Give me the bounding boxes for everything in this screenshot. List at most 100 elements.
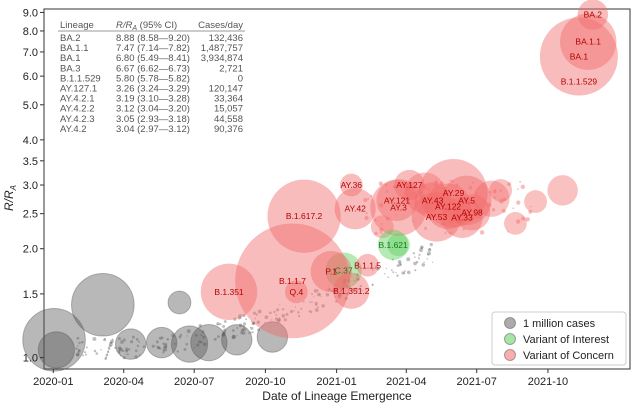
background-point: [162, 349, 164, 351]
point-label: AY.3: [390, 203, 407, 213]
background-point: [325, 292, 330, 297]
background-voc-point: [477, 215, 482, 220]
background-point: [155, 340, 159, 344]
background-point: [222, 324, 226, 328]
background-point: [221, 333, 225, 337]
x-tick-label: 2021-04: [386, 376, 426, 388]
background-point: [104, 337, 106, 340]
background-point: [344, 278, 347, 282]
point-label: AY.121: [384, 195, 410, 205]
y-tick-label: 6.0: [23, 71, 38, 83]
background-point: [342, 280, 346, 284]
background-point: [166, 338, 169, 341]
background-point: [293, 310, 295, 312]
background-voc-point: [492, 189, 497, 194]
background-point: [109, 339, 114, 344]
background-point: [120, 340, 124, 344]
background-point: [264, 315, 269, 320]
background-point: [118, 350, 121, 353]
table-cell-cases: 33,364: [214, 94, 243, 105]
background-voc-point: [405, 186, 410, 191]
background-point: [356, 272, 359, 275]
background-point: [279, 304, 281, 306]
background-point: [239, 317, 242, 319]
background-point: [400, 263, 402, 266]
background-point: [196, 343, 200, 347]
x-tick-label: 2021-01: [316, 376, 356, 388]
background-voc-point: [472, 181, 475, 184]
data-point: [370, 179, 427, 236]
background-voc-point: [507, 182, 512, 187]
background-point: [313, 296, 315, 298]
data-point: [167, 290, 192, 315]
point-label: B.1.617.2: [286, 211, 323, 221]
background-point: [223, 328, 227, 332]
background-point: [82, 354, 85, 357]
background-point: [276, 319, 281, 323]
background-point: [85, 353, 87, 356]
background-point: [340, 288, 343, 292]
background-voc-point: [385, 190, 389, 193]
background-point: [332, 289, 337, 294]
background-point: [142, 345, 146, 349]
point-label: BA.1: [570, 51, 589, 61]
data-point: [334, 188, 376, 230]
background-point: [355, 287, 359, 291]
x-tick-label: 2020-04: [104, 376, 144, 388]
background-point: [429, 242, 433, 247]
background-point: [155, 345, 157, 347]
background-voc-point: [374, 219, 377, 222]
background-point: [194, 334, 198, 337]
data-point: [200, 263, 258, 321]
data-point: [356, 253, 379, 277]
background-point: [318, 293, 321, 296]
background-point: [77, 350, 81, 353]
background-point: [103, 338, 106, 342]
background-point: [93, 349, 97, 353]
background-point: [375, 265, 378, 268]
background-point: [115, 350, 118, 352]
background-point: [183, 348, 187, 351]
background-point: [345, 284, 349, 289]
data-point: [441, 196, 483, 239]
background-point: [317, 289, 319, 292]
background-point: [176, 350, 179, 353]
point-label: Q.4: [290, 287, 304, 297]
background-point: [105, 354, 109, 357]
table-cell-rr: 3.05 (2.93—3.18): [116, 114, 190, 125]
background-voc-point: [394, 213, 397, 216]
y-axis: 1.0 1.5 2.0 2.5 3.0 3.5 4.0 5.0 6.0 7.0 8.0 9.0: [23, 7, 44, 365]
background-point: [314, 301, 318, 306]
point-label: B.1.1.5: [354, 260, 381, 270]
background-point: [158, 336, 161, 339]
background-point: [353, 280, 356, 282]
table-cell-cases: 15,057: [214, 104, 243, 115]
data-point: [170, 325, 209, 363]
data-point: [539, 17, 618, 96]
background-voc-point: [367, 197, 370, 200]
y-tick-label: 3.5: [23, 156, 38, 168]
background-point: [398, 264, 401, 267]
background-point: [124, 353, 126, 355]
background-voc-point: [370, 194, 373, 197]
background-point: [162, 351, 165, 354]
point-label: AY.36: [341, 180, 363, 190]
background-point: [414, 269, 417, 272]
background-point: [81, 341, 84, 344]
background-point: [334, 300, 338, 303]
background-voc-point: [507, 230, 510, 233]
background-point: [77, 345, 79, 347]
rr-main: R/R: [116, 20, 133, 31]
background-point: [109, 341, 112, 344]
background-voc-point: [386, 198, 391, 202]
background-voc-point: [525, 217, 530, 222]
data-point: [370, 215, 394, 239]
table-cell-cases: 0: [238, 73, 243, 84]
data-point: [414, 182, 451, 219]
background-point: [78, 341, 81, 345]
background-point: [392, 271, 395, 274]
y-tick-label: 2.5: [23, 209, 38, 221]
background-voc-point: [516, 188, 519, 191]
legend-marker: [504, 349, 516, 361]
background-voc-point: [520, 184, 526, 190]
